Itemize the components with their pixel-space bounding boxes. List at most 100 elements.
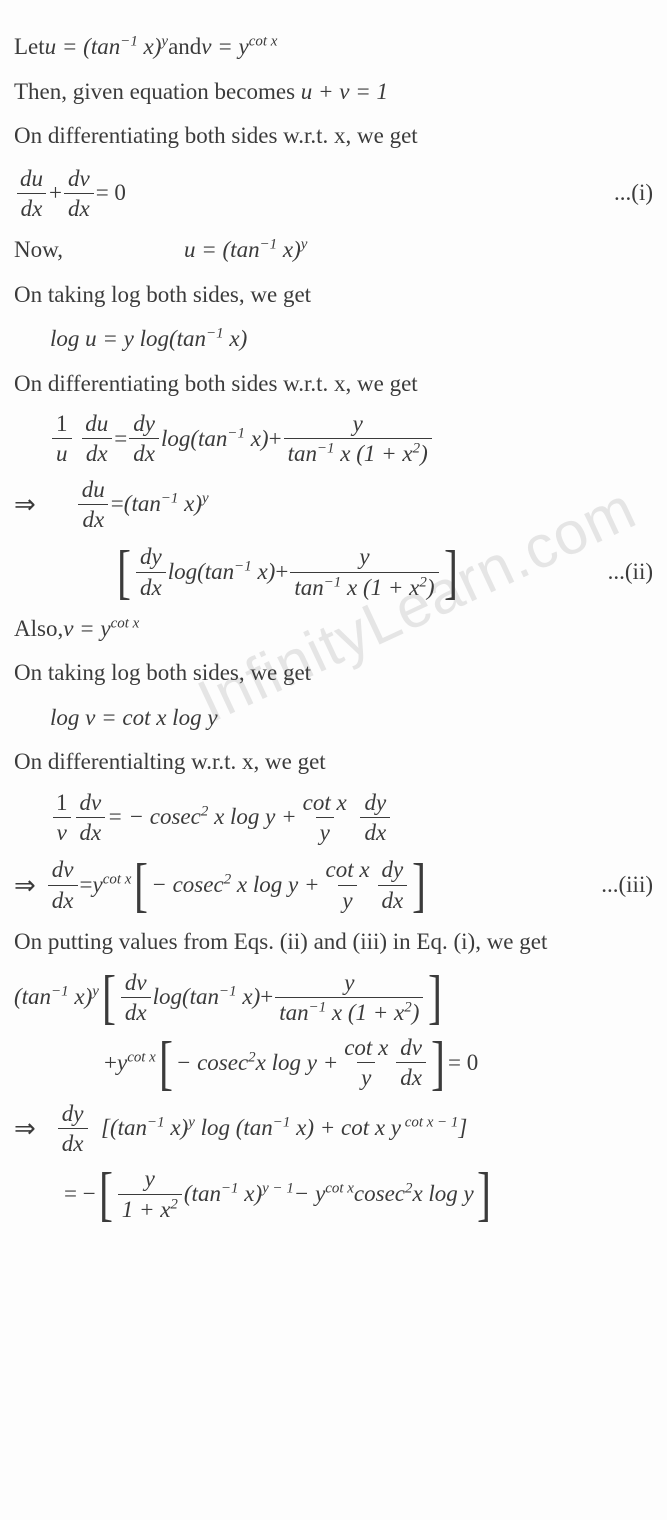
t: x log y + [208, 804, 296, 829]
t: x) [245, 426, 269, 451]
eq-big1: (tan−1 x)y [ dv dx log(tan−1 x) + y tan−… [14, 970, 653, 1026]
t: x (1 + x [326, 1000, 404, 1025]
logtan3: log(tan−1 x) [153, 980, 261, 1015]
den: dx [17, 193, 47, 221]
num: dy [58, 1101, 88, 1128]
right-bracket-icon: ] [477, 1170, 491, 1218]
num: y [141, 1166, 159, 1193]
den: dx [78, 504, 108, 532]
sup: −1 [51, 983, 69, 999]
num: du [78, 477, 109, 504]
t: x) [239, 1181, 263, 1206]
t: x) [237, 984, 261, 1009]
left-bracket-icon: [ [134, 861, 148, 909]
sup: 2 [170, 1196, 177, 1212]
frac-dv-dx5: dv dx [396, 1035, 426, 1091]
implies-icon: ⇒ [14, 1109, 46, 1148]
t: (tan [14, 984, 51, 1009]
den: dx [129, 438, 159, 466]
t: − cosec [176, 1050, 248, 1075]
logtan2: log(tan−1 x) [168, 555, 276, 590]
den: dx [378, 885, 408, 913]
tag-ii: ...(ii) [600, 555, 653, 590]
den: y [338, 885, 356, 913]
t: tan [294, 575, 323, 600]
den: tan−1 x (1 + x2) [284, 438, 432, 466]
den: dx [121, 997, 151, 1025]
eq: = [114, 422, 127, 457]
frac-dy-dx4: dy dx [378, 857, 408, 913]
den: u [52, 438, 72, 466]
eq0: = 0 [448, 1046, 478, 1081]
t: x) [290, 1115, 314, 1140]
den: dx [136, 572, 166, 600]
frac-dv-dx3: dv dx [48, 857, 78, 913]
sup: −1 [273, 1115, 291, 1131]
den: v [53, 817, 71, 845]
eq: = [111, 487, 124, 522]
frac-cotx-y: cot x y [299, 790, 351, 846]
frac-dv-dx4: dv dx [121, 970, 151, 1026]
t: tan [279, 1000, 308, 1025]
den: dx [76, 817, 106, 845]
t: y [117, 1050, 127, 1075]
t: (tan [124, 491, 161, 516]
t: x (1 + x [341, 575, 419, 600]
expr-v: v = ycot x [201, 30, 277, 65]
sup: y [188, 1115, 195, 1131]
plus: + [260, 980, 273, 1015]
den: tan−1 x (1 + x2) [275, 997, 423, 1025]
t: x) [138, 34, 162, 59]
text: Let [14, 30, 45, 65]
t: + cot x y [314, 1115, 401, 1140]
den: y [316, 817, 334, 845]
frac-dv-dx: dv dx [64, 166, 94, 222]
num: dy [129, 411, 159, 438]
expr-u: u = (tan−1 x)y [45, 30, 168, 65]
implies-icon: ⇒ [14, 866, 46, 905]
t: log u = y log(tan [50, 326, 206, 351]
t: − cosec [151, 872, 223, 897]
line-also: Also, v = ycot x [14, 612, 653, 647]
sup: −1 [221, 1180, 239, 1196]
eq-diff-v: 1 v dv dx = − cosec2 x log y + cot x y d… [14, 790, 653, 846]
t: x) [224, 326, 248, 351]
sup: y [161, 33, 168, 49]
line-logv: log v = cot x log y [14, 701, 653, 736]
left-bracket-icon: [ [159, 1039, 173, 1087]
den: dx [82, 438, 112, 466]
frac-du-dx3: du dx [78, 477, 109, 533]
t: [(tan [101, 1115, 147, 1140]
sup: 2 [248, 1049, 255, 1065]
t: ) [427, 575, 435, 600]
sup: −1 [120, 33, 138, 49]
num: 1 [52, 790, 72, 817]
plus: + [104, 1046, 117, 1081]
right-bracket-icon: ] [412, 861, 426, 909]
sup: −1 [317, 441, 335, 457]
tag-i: ...(i) [606, 176, 653, 211]
ycotx2: ycot x [117, 1046, 156, 1081]
t: y [93, 872, 103, 897]
frac-dy-dx5: dy dx [58, 1101, 88, 1157]
t: ) [420, 441, 428, 466]
right-bracket-icon: ] [444, 548, 458, 596]
eq-result2: = − [ y 1 + x2 (tan−1 x)y − 1 − ycot x c… [14, 1166, 653, 1222]
taninv-ym1: (tan−1 x)y − 1 [184, 1177, 294, 1212]
sup: y [92, 983, 99, 999]
plus: + [49, 176, 62, 211]
eq-result1: ⇒ dy dx [(tan−1 x)y log (tan−1 x) + cot … [14, 1101, 653, 1157]
sup: y − 1 [262, 1180, 294, 1196]
line-diff2: On differentiating both sides w.r.t. x, … [14, 367, 653, 402]
t: u = (tan [184, 237, 260, 262]
t: Then, given equation becomes [14, 79, 301, 104]
frac-y-1x2: y 1 + x2 [118, 1166, 182, 1222]
logtan: log(tan−1 x) [161, 422, 269, 457]
taninvxy2: (tan−1 x)y [14, 980, 99, 1015]
frac-cotx-y3: cot x y [340, 1035, 392, 1091]
num: cot x [340, 1035, 392, 1062]
den: dx [360, 817, 390, 845]
line-log-both: On taking log both sides, we get [14, 278, 653, 313]
t: log(tan [153, 984, 219, 1009]
t: Now, [14, 233, 184, 268]
